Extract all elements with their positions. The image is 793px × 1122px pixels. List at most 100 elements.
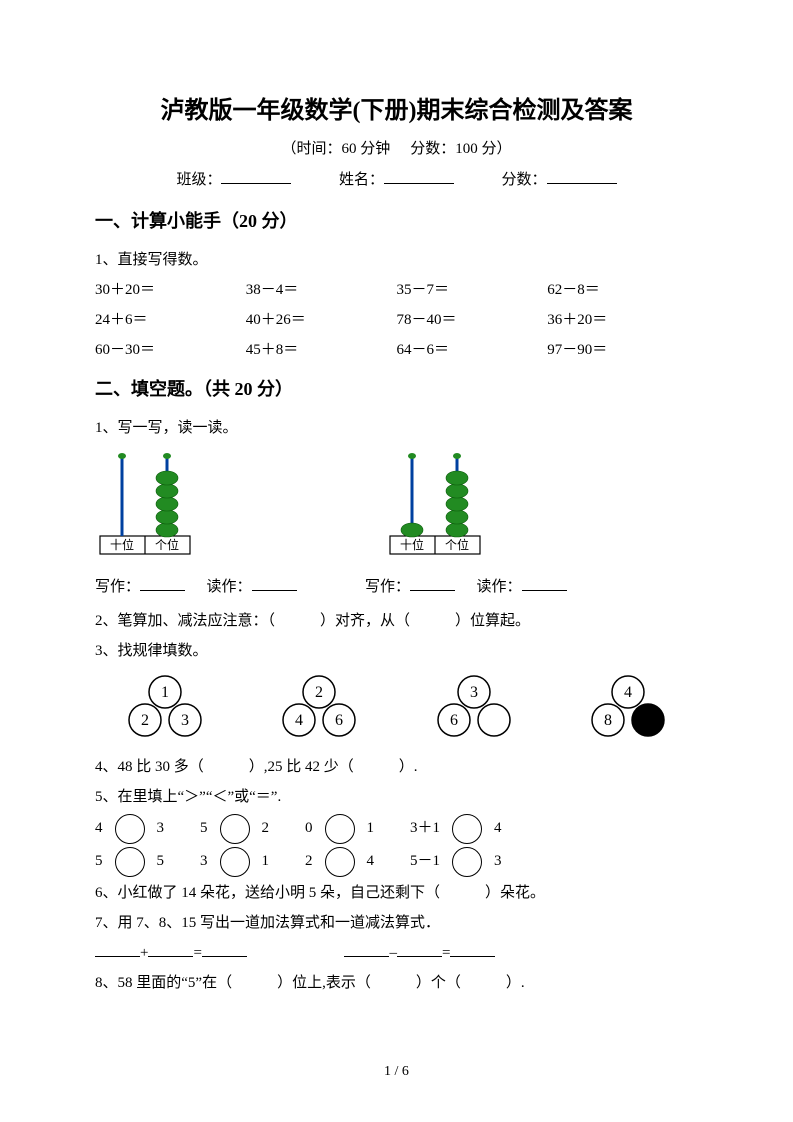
sec2-q2: 2、笔算加、减法应注意：（ ）对齐，从（ ）位算起。 [95, 606, 698, 636]
calc-cell: 45＋8＝ [246, 335, 397, 365]
score-label-field: 分数： [502, 172, 547, 188]
read-label: 读作： [477, 579, 522, 595]
cmp-b: 4 [494, 812, 502, 845]
cmp-a: 2 [305, 845, 313, 878]
calc-cell: 78－40＝ [397, 305, 548, 335]
cmp-blank[interactable] [325, 814, 355, 844]
section2-heading: 二、填空题。（共 20 分） [95, 375, 698, 401]
class-blank[interactable] [221, 168, 291, 184]
cmp-a: 3 [200, 845, 208, 878]
class-label: 班级： [176, 172, 221, 188]
score-label: 分数： [410, 141, 455, 157]
eq-blank[interactable] [344, 941, 389, 957]
svg-text:1: 1 [161, 684, 169, 701]
abacus-1: 十位 个位 [95, 451, 205, 561]
read-label: 读作： [207, 579, 252, 595]
pattern-1: 1 2 3 [115, 672, 215, 742]
ones-label: 个位 [155, 537, 179, 552]
cmp-a: 5 [95, 845, 103, 878]
cmp-a: 4 [95, 812, 103, 845]
total-score: 100 分） [455, 141, 511, 157]
cmp-blank[interactable] [220, 847, 250, 877]
page-title: 泸教版一年级数学(下册)期末综合检测及答案 [95, 90, 698, 125]
calc-cell: 35－7＝ [397, 275, 548, 305]
cmp-blank[interactable] [452, 814, 482, 844]
ones-beads [156, 471, 178, 537]
write-blank[interactable] [140, 575, 185, 591]
svg-text:6: 6 [450, 712, 458, 729]
calc-cell: 38－4＝ [246, 275, 397, 305]
calc-row: 24＋6＝ 40＋26＝ 78－40＝ 36＋20＝ [95, 305, 698, 335]
cmp-b: 3 [494, 845, 502, 878]
abacus-row: 十位 个位 [95, 451, 698, 561]
cmp-a: 5 [200, 812, 208, 845]
name-blank[interactable] [384, 168, 454, 184]
read-blank[interactable] [522, 575, 567, 591]
subtitle-prefix: （时间： [281, 141, 341, 157]
write-blank[interactable] [410, 575, 455, 591]
write-read-row: 写作： 读作： 写作： 读作： [95, 575, 698, 596]
eq-blank[interactable] [397, 941, 442, 957]
tens-beads [401, 523, 423, 537]
cmp-b: 5 [157, 845, 165, 878]
cmp-row-2: 55 31 24 5－13 [95, 845, 698, 878]
info-row: 班级： 姓名： 分数： [95, 168, 698, 189]
pattern-3: 3 6 [424, 672, 524, 742]
calc-cell: 97－90＝ [547, 335, 698, 365]
sec2-q8: 8、58 里面的“5”在（ ）位上,表示（ ）个（ ）. [95, 968, 698, 998]
cmp-blank[interactable] [115, 814, 145, 844]
cmp-a: 0 [305, 812, 313, 845]
calc-cell: 60－30＝ [95, 335, 246, 365]
write-label: 写作： [365, 579, 410, 595]
svg-text:3: 3 [181, 712, 189, 729]
sec1-q1-label: 1、直接写得数。 [95, 245, 698, 275]
calc-table: 30＋20＝ 38－4＝ 35－7＝ 62－8＝ 24＋6＝ 40＋26＝ 78… [95, 275, 698, 365]
cmp-b: 1 [367, 812, 375, 845]
page: 泸教版一年级数学(下册)期末综合检测及答案 （时间：60 分钟分数：100 分）… [0, 0, 793, 1122]
tens-label: 十位 [400, 537, 424, 552]
sec2-q6: 6、小红做了 14 朵花，送给小明 5 朵，自己还剩下（ ）朵花。 [95, 878, 698, 908]
eq-blank[interactable] [202, 941, 247, 957]
eq-blank[interactable] [148, 941, 193, 957]
read-blank[interactable] [252, 575, 297, 591]
write-label: 写作： [95, 579, 140, 595]
eq-blank[interactable] [450, 941, 495, 957]
cmp-blank[interactable] [452, 847, 482, 877]
ones-beads [446, 471, 468, 537]
svg-text:6: 6 [335, 712, 343, 729]
section1-heading: 一、计算小能手（20 分） [95, 207, 698, 233]
cmp-row-1: 43 52 01 3＋14 [95, 812, 698, 845]
cmp-blank[interactable] [115, 847, 145, 877]
cmp-blank[interactable] [325, 847, 355, 877]
eq-blank[interactable] [95, 941, 140, 957]
subtitle: （时间：60 分钟分数：100 分） [95, 137, 698, 158]
write-read-2: 写作： 读作： [365, 575, 635, 596]
svg-text:8: 8 [604, 712, 612, 729]
page-number: 1 / 6 [0, 1064, 793, 1080]
pattern-2: 2 4 6 [269, 672, 369, 742]
sec2-q5-label: 5、在里填上“＞”“＜”或“＝”. [95, 782, 698, 812]
calc-row: 30＋20＝ 38－4＝ 35－7＝ 62－8＝ [95, 275, 698, 305]
cmp-blank[interactable] [220, 814, 250, 844]
calc-row: 60－30＝ 45＋8＝ 64－6＝ 97－90＝ [95, 335, 698, 365]
cmp-b: 1 [262, 845, 270, 878]
ones-label: 个位 [445, 537, 469, 552]
calc-cell: 30＋20＝ [95, 275, 246, 305]
score-blank[interactable] [547, 168, 617, 184]
name-label: 姓名： [339, 172, 384, 188]
calc-cell: 64－6＝ [397, 335, 548, 365]
sec2-q4: 4、48 比 30 多（ ）,25 比 42 少（ ）. [95, 752, 698, 782]
svg-text:4: 4 [295, 712, 303, 729]
svg-text:3: 3 [470, 684, 478, 701]
equation-line: += –= [95, 938, 698, 968]
tens-label: 十位 [110, 537, 134, 552]
cmp-b: 2 [262, 812, 270, 845]
write-read-1: 写作： 读作： [95, 575, 365, 596]
calc-cell: 62－8＝ [547, 275, 698, 305]
svg-text:4: 4 [624, 684, 632, 701]
svg-text:2: 2 [315, 684, 323, 701]
pattern-4: 4 8 [578, 672, 678, 742]
svg-text:2: 2 [141, 712, 149, 729]
abacus-2: 十位 个位 [385, 451, 495, 561]
calc-cell: 40＋26＝ [246, 305, 397, 335]
